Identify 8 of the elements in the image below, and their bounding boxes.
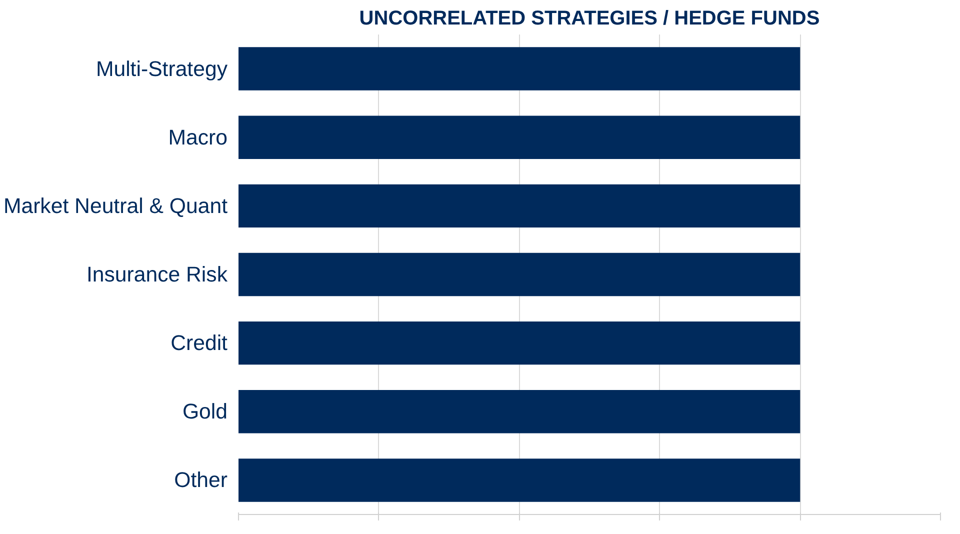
y-tick-label: Insurance Risk bbox=[86, 262, 228, 286]
y-tick-label: Multi-Strategy bbox=[96, 56, 228, 81]
y-tick-label: Macro bbox=[168, 125, 228, 150]
chart-title: UNCORRELATED STRATEGIES / HEDGE FUNDS bbox=[359, 8, 820, 30]
y-tick-label: Other bbox=[174, 468, 228, 492]
y-tick-label: Credit bbox=[170, 331, 228, 356]
y-tick-label: Gold bbox=[182, 400, 228, 424]
y-tick-label: Market Neutral & Quant bbox=[3, 194, 228, 218]
